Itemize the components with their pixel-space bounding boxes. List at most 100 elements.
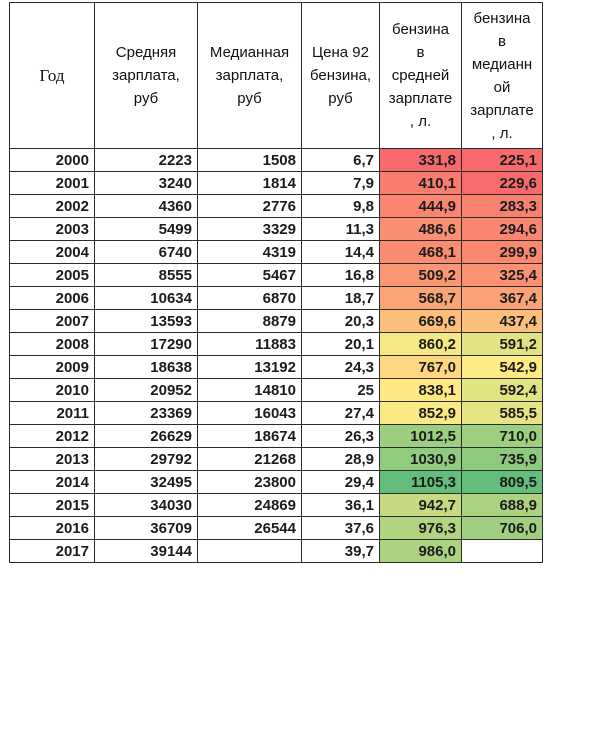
cell-year: 2005 xyxy=(9,263,95,287)
cell-liters-in-median-salary: 325,4 xyxy=(461,263,543,287)
cell-median-salary: 23800 xyxy=(197,470,302,494)
cell-petrol-price: 6,7 xyxy=(301,148,380,172)
table-header: Год Средняя зарплата, руб Медианная зарп… xyxy=(9,2,543,149)
table-row: 2009 18638 13192 24,3 767,0 542,9 xyxy=(9,355,543,379)
cell-median-salary xyxy=(197,539,302,563)
cell-liters-in-median-salary: 585,5 xyxy=(461,401,543,425)
cell-petrol-price: 20,3 xyxy=(301,309,380,333)
cell-petrol-price: 28,9 xyxy=(301,447,380,471)
cell-year: 2000 xyxy=(9,148,95,172)
cell-median-salary: 6870 xyxy=(197,286,302,310)
cell-avg-salary: 8555 xyxy=(94,263,198,287)
cell-liters-in-median-salary: 710,0 xyxy=(461,424,543,448)
cell-liters-in-avg-salary: 767,0 xyxy=(379,355,462,379)
cell-petrol-price: 9,8 xyxy=(301,194,380,218)
cell-liters-in-median-salary: 437,4 xyxy=(461,309,543,333)
cell-year: 2012 xyxy=(9,424,95,448)
cell-liters-in-avg-salary: 852,9 xyxy=(379,401,462,425)
cell-petrol-price: 27,4 xyxy=(301,401,380,425)
header-year: Год xyxy=(9,2,95,149)
petrol-salary-table: Год Средняя зарплата, руб Медианная зарп… xyxy=(9,2,543,563)
cell-avg-salary: 39144 xyxy=(94,539,198,563)
cell-liters-in-avg-salary: 669,6 xyxy=(379,309,462,333)
cell-petrol-price: 11,3 xyxy=(301,217,380,241)
cell-petrol-price: 26,3 xyxy=(301,424,380,448)
cell-avg-salary: 17290 xyxy=(94,332,198,356)
cell-year: 2007 xyxy=(9,309,95,333)
cell-liters-in-avg-salary: 509,2 xyxy=(379,263,462,287)
table-row: 2006 10634 6870 18,7 568,7 367,4 xyxy=(9,286,543,310)
table-row: 2013 29792 21268 28,9 1030,9 735,9 xyxy=(9,447,543,471)
table-row: 2017 39144 39,7 986,0 xyxy=(9,539,543,563)
cell-median-salary: 14810 xyxy=(197,378,302,402)
cell-median-salary: 1508 xyxy=(197,148,302,172)
cell-year: 2008 xyxy=(9,332,95,356)
table-row: 2016 36709 26544 37,6 976,3 706,0 xyxy=(9,516,543,540)
cell-year: 2011 xyxy=(9,401,95,425)
cell-petrol-price: 36,1 xyxy=(301,493,380,517)
cell-liters-in-median-salary: 225,1 xyxy=(461,148,543,172)
cell-liters-in-median-salary: 592,4 xyxy=(461,378,543,402)
header-petrol-price: Цена 92 бензина, руб xyxy=(301,2,380,149)
cell-liters-in-avg-salary: 444,9 xyxy=(379,194,462,218)
cell-avg-salary: 34030 xyxy=(94,493,198,517)
cell-liters-in-median-salary: 294,6 xyxy=(461,217,543,241)
cell-liters-in-median-salary: 591,2 xyxy=(461,332,543,356)
table-row: 2005 8555 5467 16,8 509,2 325,4 xyxy=(9,263,543,287)
header-liters-in-avg-salary: бензина в средней зарплате , л. xyxy=(379,2,462,149)
table-row: 2008 17290 11883 20,1 860,2 591,2 xyxy=(9,332,543,356)
cell-year: 2014 xyxy=(9,470,95,494)
table-row: 2010 20952 14810 25 838,1 592,4 xyxy=(9,378,543,402)
table-row: 2015 34030 24869 36,1 942,7 688,9 xyxy=(9,493,543,517)
cell-liters-in-median-salary: 299,9 xyxy=(461,240,543,264)
table-row: 2004 6740 4319 14,4 468,1 299,9 xyxy=(9,240,543,264)
cell-avg-salary: 3240 xyxy=(94,171,198,195)
cell-petrol-price: 20,1 xyxy=(301,332,380,356)
cell-avg-salary: 32495 xyxy=(94,470,198,494)
table-body: 2000 2223 1508 6,7 331,8 225,1 2001 3240 1814 7,9… xyxy=(9,148,543,563)
cell-avg-salary: 2223 xyxy=(94,148,198,172)
cell-avg-salary: 36709 xyxy=(94,516,198,540)
cell-median-salary: 5467 xyxy=(197,263,302,287)
cell-year: 2009 xyxy=(9,355,95,379)
cell-avg-salary: 23369 xyxy=(94,401,198,425)
cell-avg-salary: 10634 xyxy=(94,286,198,310)
cell-petrol-price: 24,3 xyxy=(301,355,380,379)
cell-liters-in-median-salary: 283,3 xyxy=(461,194,543,218)
cell-median-salary: 8879 xyxy=(197,309,302,333)
table-row: 2001 3240 1814 7,9 410,1 229,6 xyxy=(9,171,543,195)
cell-median-salary: 13192 xyxy=(197,355,302,379)
table-row: 2007 13593 8879 20,3 669,6 437,4 xyxy=(9,309,543,333)
cell-year: 2017 xyxy=(9,539,95,563)
cell-liters-in-median-salary: 809,5 xyxy=(461,470,543,494)
cell-year: 2010 xyxy=(9,378,95,402)
cell-liters-in-avg-salary: 1012,5 xyxy=(379,424,462,448)
cell-liters-in-avg-salary: 860,2 xyxy=(379,332,462,356)
cell-avg-salary: 5499 xyxy=(94,217,198,241)
cell-liters-in-avg-salary: 1030,9 xyxy=(379,447,462,471)
cell-petrol-price: 16,8 xyxy=(301,263,380,287)
cell-liters-in-median-salary: 688,9 xyxy=(461,493,543,517)
header-liters-in-median-salary: бензина в медианн ой зарплате , л. xyxy=(461,2,543,149)
cell-median-salary: 18674 xyxy=(197,424,302,448)
cell-liters-in-avg-salary: 410,1 xyxy=(379,171,462,195)
cell-petrol-price: 18,7 xyxy=(301,286,380,310)
cell-liters-in-avg-salary: 1105,3 xyxy=(379,470,462,494)
cell-median-salary: 3329 xyxy=(197,217,302,241)
cell-median-salary: 26544 xyxy=(197,516,302,540)
cell-median-salary: 11883 xyxy=(197,332,302,356)
cell-year: 2003 xyxy=(9,217,95,241)
cell-liters-in-avg-salary: 468,1 xyxy=(379,240,462,264)
cell-liters-in-avg-salary: 568,7 xyxy=(379,286,462,310)
cell-avg-salary: 6740 xyxy=(94,240,198,264)
cell-liters-in-median-salary: 367,4 xyxy=(461,286,543,310)
cell-petrol-price: 29,4 xyxy=(301,470,380,494)
header-median-salary: Медианная зарплата, руб xyxy=(197,2,302,149)
cell-liters-in-avg-salary: 986,0 xyxy=(379,539,462,563)
table-row: 2012 26629 18674 26,3 1012,5 710,0 xyxy=(9,424,543,448)
cell-avg-salary: 13593 xyxy=(94,309,198,333)
cell-liters-in-median-salary: 735,9 xyxy=(461,447,543,471)
cell-liters-in-median-salary: 706,0 xyxy=(461,516,543,540)
cell-median-salary: 2776 xyxy=(197,194,302,218)
